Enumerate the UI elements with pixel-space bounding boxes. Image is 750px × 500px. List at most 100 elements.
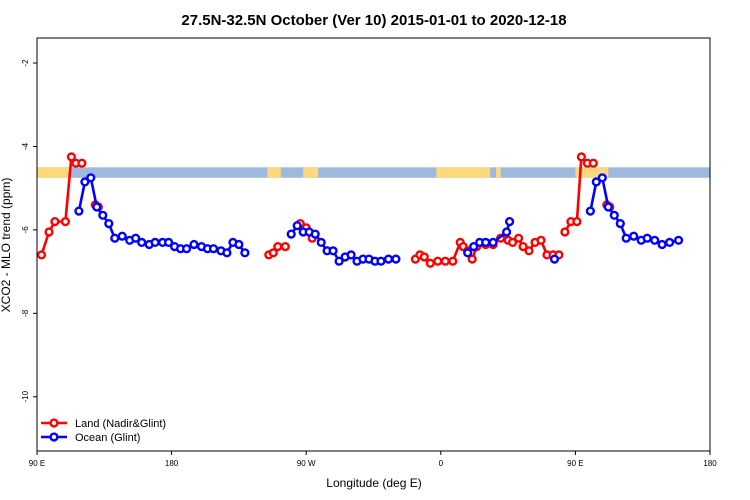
map-strip-land	[496, 167, 501, 178]
data-point	[629, 231, 639, 241]
data-point	[609, 210, 619, 220]
data-point	[117, 231, 127, 241]
data-point	[234, 239, 244, 250]
data-point	[576, 152, 587, 162]
x-tick-label: 0	[439, 459, 444, 468]
map-strip-land	[575, 167, 606, 178]
data-point	[310, 229, 320, 239]
data-point	[603, 202, 613, 212]
data-point	[286, 229, 296, 239]
x-tick-label: 180	[165, 459, 179, 468]
data-point	[621, 233, 631, 243]
map-strip-land	[605, 167, 609, 178]
data-point	[481, 237, 491, 248]
data-point	[80, 177, 90, 187]
data-point	[77, 158, 87, 168]
data-point	[391, 254, 401, 264]
plot-frame	[36, 37, 711, 452]
y-tick-label: -10	[21, 390, 30, 402]
y-tick-label: -4	[21, 142, 30, 150]
data-point	[591, 177, 601, 187]
map-strip-land	[436, 167, 491, 178]
y-tick-label: -8	[21, 309, 30, 317]
data-point	[507, 237, 518, 248]
map-strip-land	[267, 167, 281, 178]
data-point	[518, 242, 528, 252]
series-layer	[36, 152, 684, 268]
data-point	[316, 237, 326, 248]
map-strip	[37, 167, 710, 178]
y-tick-label: -2	[21, 59, 30, 67]
data-point	[433, 256, 443, 266]
data-point	[150, 237, 160, 248]
data-point	[137, 237, 147, 248]
series-land	[36, 152, 615, 268]
data-point	[467, 254, 477, 264]
data-point	[334, 256, 344, 266]
map-strip-land	[37, 167, 67, 178]
x-tick-label: 90 E	[29, 459, 45, 468]
data-point	[92, 202, 102, 212]
legend-marker	[49, 418, 59, 428]
x-axis-label: Longitude (deg E)	[326, 476, 421, 490]
data-point	[488, 237, 498, 248]
data-point	[513, 233, 524, 243]
data-point	[98, 210, 108, 220]
x-tick-label: 180	[703, 459, 717, 468]
data-point	[268, 248, 278, 258]
data-point	[189, 239, 199, 250]
data-point	[222, 248, 232, 258]
y-axis: -2 -4 -6 -8 -10	[21, 59, 37, 403]
y-tick-label: -6	[21, 226, 30, 234]
x-tick-label: 90 W	[297, 459, 316, 468]
data-point	[328, 246, 338, 256]
data-point	[664, 237, 675, 248]
data-point	[448, 256, 458, 266]
series-ocean	[74, 173, 684, 266]
legend-marker	[49, 432, 59, 442]
y-axis-label: XCO2 - MLO trend (ppm)	[0, 178, 13, 313]
legend-label: Ocean (Glint)	[75, 432, 140, 444]
x-tick-label: 90 E	[567, 459, 583, 468]
map-strip-land	[66, 167, 70, 178]
data-point	[572, 217, 582, 227]
data-point	[502, 227, 512, 237]
data-point	[585, 206, 596, 216]
data-point	[642, 233, 652, 243]
data-point	[440, 256, 450, 266]
data-point	[588, 158, 598, 168]
data-point	[597, 173, 607, 183]
data-point	[346, 250, 356, 260]
data-point	[208, 244, 219, 254]
data-point	[280, 242, 290, 252]
x-axis: 90 E 180 90 W 0 90 E 180	[29, 451, 717, 468]
data-point	[74, 206, 84, 216]
data-point	[549, 254, 560, 264]
data-point	[425, 258, 435, 268]
data-point	[131, 233, 141, 243]
data-point	[657, 239, 667, 250]
legend-item: Land (Nadir&Glint)	[41, 418, 166, 430]
data-point	[469, 242, 479, 252]
data-point	[66, 152, 77, 162]
data-point	[44, 227, 54, 237]
data-point	[524, 246, 534, 256]
data-point	[505, 217, 515, 227]
data-point	[673, 235, 684, 245]
map-strip-land	[303, 167, 319, 178]
data-point	[50, 217, 60, 227]
map-strip-ocean	[37, 167, 710, 178]
data-point	[615, 219, 625, 229]
data-point	[273, 242, 283, 252]
data-point	[182, 244, 192, 254]
chart-title: 27.5N-32.5N October (Ver 10) 2015-01-01 …	[181, 12, 566, 29]
legend: Land (Nadir&Glint) Ocean (Glint)	[41, 418, 166, 444]
legend-label: Land (Nadir&Glint)	[75, 418, 166, 430]
data-point	[240, 248, 250, 258]
legend-item: Ocean (Glint)	[41, 432, 140, 444]
data-point	[376, 256, 386, 266]
data-point	[383, 254, 394, 264]
data-point	[36, 250, 47, 260]
data-point	[650, 235, 660, 245]
